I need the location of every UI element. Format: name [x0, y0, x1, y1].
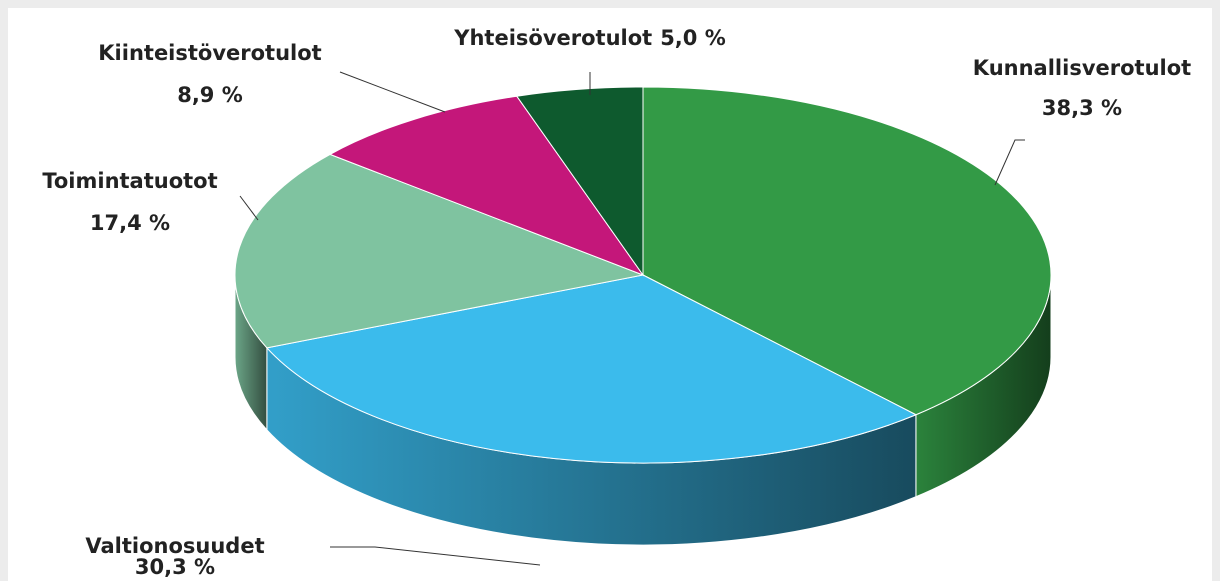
pie-slice	[328, 95, 645, 277]
data-label: Yhteisöverotulot 5,0 %	[453, 26, 726, 50]
leader-line	[994, 139, 1025, 186]
leader-line	[239, 195, 259, 221]
label-category: Kiinteistöverotulot	[98, 41, 321, 65]
label-value: 17,4 %	[90, 211, 170, 235]
leader-line	[330, 546, 541, 566]
label-value: 38,3 %	[1042, 96, 1122, 120]
label-value: 30,3 %	[135, 555, 215, 579]
pie-slice	[642, 86, 1052, 416]
label-value: 5,0 %	[660, 26, 726, 50]
label-category: Kunnallisverotulot	[973, 56, 1191, 80]
pie-slice	[515, 86, 644, 277]
label-category: Valtionosuudet	[85, 534, 264, 558]
label-category: Toimintatuotot	[42, 169, 217, 193]
pie-slice	[265, 274, 918, 464]
label-category: Yhteisöverotulot	[453, 26, 652, 50]
leader-line	[339, 71, 446, 113]
pie-slice	[234, 153, 645, 349]
label-value: 8,9 %	[177, 83, 243, 107]
